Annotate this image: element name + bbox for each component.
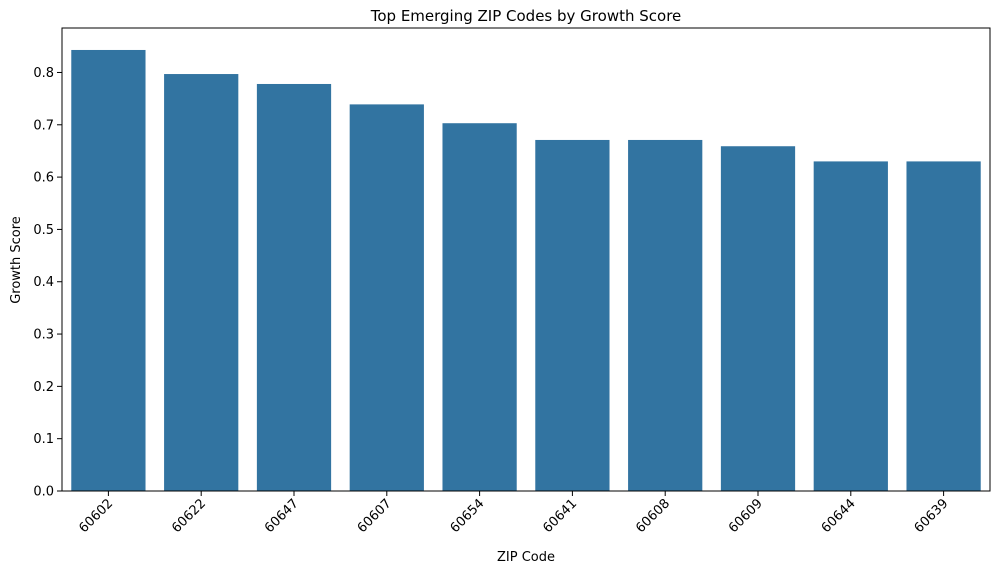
y-tick-label: 0.7 xyxy=(33,118,54,133)
bar-60608 xyxy=(628,139,703,491)
x-axis-label: ZIP Code xyxy=(497,550,555,565)
y-tick-label: 0.4 xyxy=(33,275,54,290)
x-tick-label: 60608 xyxy=(633,496,673,536)
x-tick-label: 60639 xyxy=(912,496,952,536)
x-tick-label: 60647 xyxy=(262,496,302,536)
bar-60654 xyxy=(442,123,517,491)
chart-title: Top Emerging ZIP Codes by Growth Score xyxy=(370,7,682,25)
bar-60641 xyxy=(535,139,610,491)
y-tick-label: 0.2 xyxy=(33,380,54,395)
bars-group xyxy=(71,49,981,492)
y-tick-label: 0.1 xyxy=(33,432,54,447)
y-tick-label: 0.6 xyxy=(33,171,54,186)
x-tick-label: 60654 xyxy=(448,496,488,536)
x-tick-label: 60607 xyxy=(355,496,395,536)
y-axis: 0.0 0.1 0.2 0.3 0.4 0.5 0.6 0.7 0.8 xyxy=(33,66,62,500)
bar-60622 xyxy=(164,74,239,491)
y-axis-label: Growth Score xyxy=(9,216,24,304)
x-tick-label: 60622 xyxy=(169,496,209,536)
bar-60609 xyxy=(720,146,796,491)
y-tick-label: 0.8 xyxy=(33,66,54,81)
bar-60644 xyxy=(813,161,888,491)
bar-60639 xyxy=(906,161,981,491)
x-axis: 60602 60622 60647 60607 60654 60641 60608 60609… xyxy=(76,491,951,536)
bar-60602 xyxy=(71,49,146,492)
plot-frame xyxy=(61,27,991,492)
x-tick-label: 60609 xyxy=(726,496,766,536)
x-tick-label: 60602 xyxy=(76,496,116,536)
y-tick-label: 0.5 xyxy=(33,223,54,238)
y-tick-label: 0.3 xyxy=(33,328,54,343)
x-tick-label: 60641 xyxy=(540,496,580,536)
bar-60647 xyxy=(256,83,332,492)
x-tick-label: 60644 xyxy=(819,496,859,536)
bar-60607 xyxy=(349,104,424,491)
y-tick-label: 0.0 xyxy=(33,485,54,500)
